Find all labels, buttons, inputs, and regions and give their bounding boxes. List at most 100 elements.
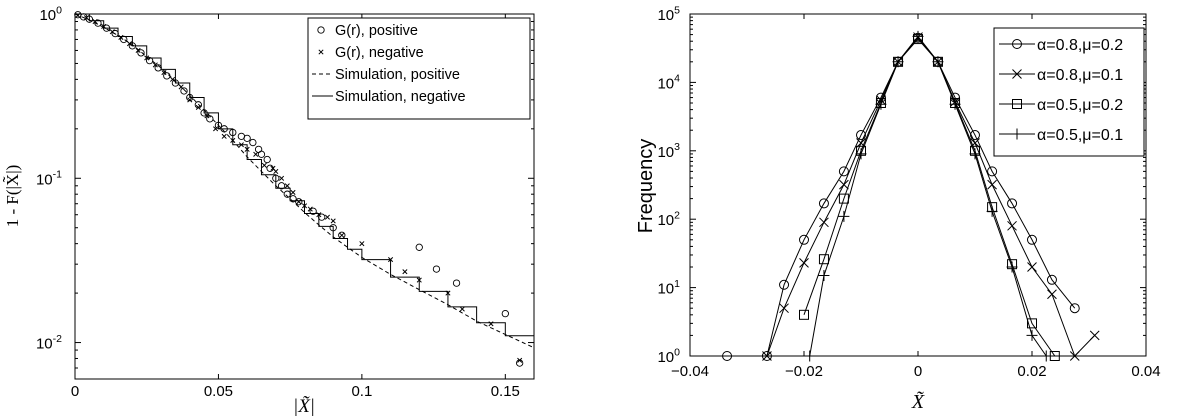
right-point-x [779,303,789,314]
right-point-x [987,179,997,190]
left-plot-area [74,11,535,367]
right-legend-label: α=0.8,μ=0.2 [1037,37,1123,54]
left-point-negative [92,18,98,25]
left-point-negative [230,137,236,143]
right-y-axis-label: Frequency [635,139,657,234]
right-chart: −0.04 −0.02 0 0.02 0.04 100 101 102 103 104 105 X… [635,4,1161,413]
left-point-negative [359,241,365,247]
left-point-negative [273,168,279,175]
right-point-x [839,179,849,190]
left-point-negative [152,62,158,68]
right-point-plus [912,30,924,42]
left-legend-marker-x [318,49,324,55]
left-point-negative [109,29,115,35]
left-y-axis-label: 1 - F(|X̃|) [3,165,22,228]
left-point-negative [388,257,394,263]
left-y-ticks: 100 10-1 10-2 [36,4,534,369]
right-xtick-label: −0.02 [785,363,823,380]
right-legend-marker-circle [1012,39,1022,49]
left-point-positive [214,121,223,129]
left-point-negative [402,269,408,275]
left-point-positive [94,19,102,27]
left-point-positive [249,138,257,147]
left-point-positive [277,182,286,190]
right-series-3 [804,30,1052,362]
left-chart: 0 0.05 0.1 0.15 100 10-1 10-2 |X̃| 1 - F(|X̃|… [3,4,535,417]
right-point-circle [1007,198,1018,209]
right-point-circle [856,130,866,141]
right-point-circle [838,166,849,177]
right-point-circle [818,198,829,209]
right-point-plus [818,270,830,282]
left-point-positive [501,309,509,318]
left-point-negative [169,76,176,82]
right-xtick-label: 0.02 [1017,363,1046,380]
right-point-plus [855,148,867,160]
left-point-positive [272,174,280,182]
right-point-x [1007,220,1017,231]
left-point-negative [316,212,322,218]
right-point-x [799,258,809,268]
left-point-positive [318,213,326,221]
left-point-negative [126,41,133,47]
left-point-negative [238,142,244,148]
left-xlabel: |X̃| [293,396,315,417]
right-point-circle [970,130,980,141]
right-point-x [1027,262,1037,272]
left-point-positive [295,198,303,206]
right-point-square [799,309,809,320]
right-x-ticks: −0.04 −0.02 0 0.02 0.04 [671,14,1161,380]
left-point-negative [445,290,451,296]
right-series-line [803,38,1056,357]
right-point-plus [838,210,850,222]
left-axes-box [74,13,535,380]
left-point-negative [330,218,336,224]
left-x-axis-label: |X̃| [293,396,315,417]
right-point-plus [875,98,887,110]
right-x-axis-label: X̃ [911,390,925,413]
left-point-positive [163,72,171,80]
right-ytick-label: 101 [657,278,680,298]
left-point-negative [101,23,107,29]
left-point-positive [128,42,137,50]
left-xtick-label: 0.05 [204,383,233,400]
left-point-positive [111,29,119,38]
right-point-plus [986,205,998,217]
left-point-positive [180,87,188,95]
right-point-x [819,217,829,228]
right-series-line [809,35,1047,357]
left-point-negative [290,189,296,195]
left-point-positive [145,57,154,65]
left-point-positive [171,79,180,87]
right-point-circle [1027,234,1037,245]
left-series-simulation-negative [75,13,535,349]
left-point-negative [278,175,285,181]
right-legend-marker-plus [1011,128,1023,140]
right-plot-area [722,30,1100,362]
left-ytick-label: 10-2 [36,333,62,353]
left-point-negative [204,113,210,119]
left-legend: G(r), positive G(r), negative Simulation, … [307,17,531,120]
left-point-positive [257,150,266,158]
right-ytick-label: 104 [657,73,680,93]
right-legend-label: α=0.5,μ=0.1 [1037,127,1123,144]
right-ytick-label: 102 [657,209,680,229]
left-ytick-label: 100 [39,4,62,24]
left-point-positive [137,49,145,57]
left-point-negative [213,126,219,132]
left-point-negative [301,203,308,209]
left-legend-label: Simulation, negative [335,89,466,105]
right-point-plus [1026,329,1038,341]
left-ytick-label: 10-1 [36,169,62,189]
left-point-positive [200,109,208,117]
right-point-square [818,254,829,265]
left-x-ticks: 0 0.05 0.1 0.15 [71,14,520,400]
right-point-x [1047,289,1057,300]
left-point-negative [135,47,141,53]
left-point-negative [83,15,90,21]
left-point-positive [229,128,237,137]
left-point-negative [195,104,201,110]
right-legend-marker-x [1012,69,1022,79]
left-series-simulation-positive [74,13,535,349]
